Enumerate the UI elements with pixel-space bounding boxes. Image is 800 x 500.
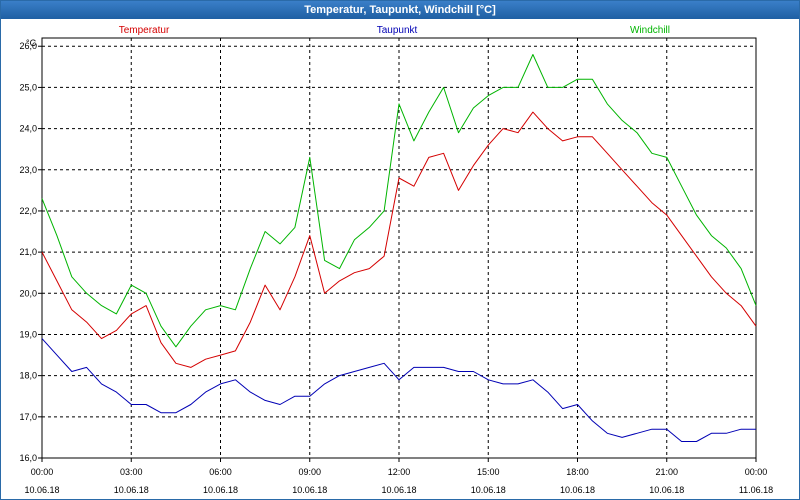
x-tick-time-label: 12:00 (388, 467, 411, 477)
y-axis-unit: °C (26, 38, 37, 48)
x-tick-date-label: 10.06.18 (203, 485, 238, 495)
x-tick-time-label: 18:00 (566, 467, 589, 477)
x-tick-date-label: 10.06.18 (24, 485, 59, 495)
y-tick-label: 17,0 (19, 412, 37, 422)
axes: 16,0 17,0 18,0 19,0 20,0 21,0 22,0 23,0 24,0 25,0… (19, 41, 773, 495)
window-title: Temperatur, Taupunkt, Windchill [°C] (1, 1, 799, 19)
series-line-windchill (41, 54, 757, 348)
legend-item-temperatur: Temperatur (119, 25, 170, 36)
y-tick-label: 16,0 (19, 453, 37, 463)
legend: Temperatur Taupunkt Windchill (119, 25, 670, 36)
x-tick-date-label: 10.06.18 (114, 485, 149, 495)
series-line-taupunkt (41, 338, 756, 442)
legend-item-taupunkt: Taupunkt (377, 25, 418, 36)
x-tick-time-label: 00:00 (745, 467, 768, 477)
y-tick-label: 26,0 (19, 41, 37, 51)
x-tick-date-label: 10.06.18 (471, 485, 506, 495)
y-tick-label: 25,0 (19, 82, 37, 92)
y-tick-label: 18,0 (19, 371, 37, 381)
x-tick-time-label: 15:00 (477, 467, 500, 477)
series-lines (41, 54, 757, 442)
x-tick-time-label: 09:00 (298, 467, 321, 477)
x-tick-date-label: 10.06.18 (649, 485, 684, 495)
y-tick-label: 21,0 (19, 247, 37, 257)
x-tick-time-label: 21:00 (655, 467, 678, 477)
x-tick-time-label: 06:00 (209, 467, 232, 477)
y-tick-label: 22,0 (19, 206, 37, 216)
x-tick-date-label: 10.06.18 (292, 485, 327, 495)
x-tick-date-label: 10.06.18 (381, 485, 416, 495)
y-tick-label: 24,0 (19, 124, 37, 134)
x-tick-time-label: 00:00 (31, 467, 54, 477)
y-tick-label: 20,0 (19, 288, 37, 298)
y-tick-label: 19,0 (19, 329, 37, 339)
legend-item-windchill: Windchill (630, 25, 670, 36)
series-line-temperatur (41, 111, 757, 368)
x-tick-date-label: 10.06.18 (560, 485, 595, 495)
grid (42, 38, 756, 458)
y-tick-label: 23,0 (19, 165, 37, 175)
x-tick-date-label: 11.06.18 (739, 485, 773, 495)
x-tick-time-label: 03:00 (120, 467, 143, 477)
